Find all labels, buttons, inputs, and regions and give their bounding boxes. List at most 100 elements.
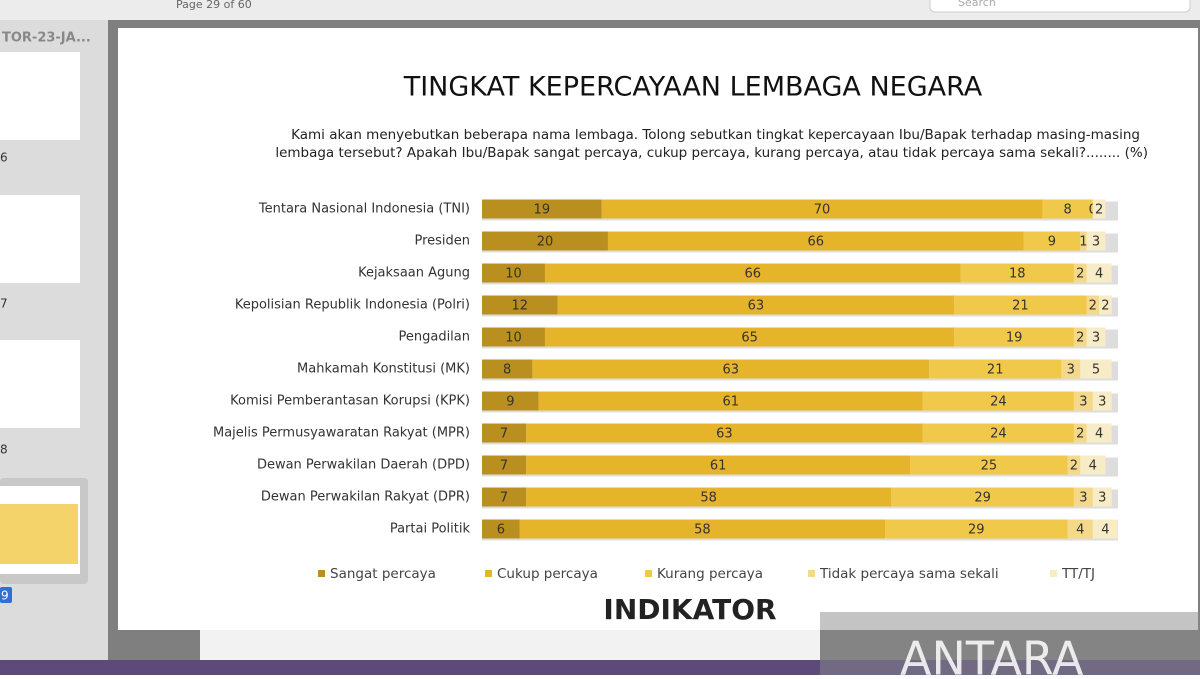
bar-segment	[1092, 199, 1106, 219]
toolbar	[0, 0, 1200, 20]
category-label: Dewan Perwakilan Daerah (DPD)	[257, 458, 470, 473]
thumbnail[interactable]	[0, 52, 80, 140]
data-label: 29	[968, 523, 985, 538]
bar-segment	[544, 327, 955, 347]
data-label: 70	[814, 203, 831, 218]
bar-segment	[482, 487, 527, 507]
category-label: Tentara Nasional Indonesia (TNI)	[258, 202, 470, 217]
legend-label: Sangat percaya	[330, 566, 436, 582]
thumbnail-number: 9	[1, 589, 9, 603]
category-label: Presiden	[414, 234, 470, 249]
data-label: 19	[1006, 331, 1023, 346]
bar-segment	[1073, 327, 1087, 347]
data-label: 12	[512, 299, 529, 314]
data-label: 7	[500, 427, 508, 442]
bar-segment	[482, 263, 545, 283]
bar-segment	[1073, 487, 1093, 507]
bar-segment	[482, 455, 527, 475]
data-label: 58	[700, 491, 717, 506]
watermark: ANTARA	[900, 632, 1084, 676]
search-placeholder: Search	[958, 0, 996, 9]
thumbnail[interactable]	[0, 340, 80, 428]
bar-segment	[922, 423, 1074, 443]
data-label: 10	[505, 267, 522, 282]
data-label: 3	[1079, 395, 1087, 410]
data-label: 8	[1063, 203, 1071, 218]
bar-segment	[954, 295, 1087, 315]
bar-segment	[519, 519, 886, 539]
data-label: 5	[1092, 363, 1100, 378]
legend-swatch	[645, 570, 652, 577]
bar-segment	[960, 263, 1074, 283]
next-page	[200, 630, 820, 662]
data-label: 4	[1089, 459, 1097, 474]
bar-segment	[954, 327, 1074, 347]
legend-swatch	[808, 570, 815, 577]
bar-segment	[482, 199, 602, 219]
bar-segment	[1067, 455, 1081, 475]
bar-segment	[482, 295, 558, 315]
category-label: Komisi Pemberantasan Korupsi (KPK)	[230, 394, 470, 409]
bar-segment	[1073, 263, 1087, 283]
search-box[interactable]	[929, 0, 1191, 13]
bar-segment	[1092, 519, 1118, 539]
data-label: 61	[722, 395, 739, 410]
thumbnail[interactable]	[0, 195, 80, 283]
bar-segment	[922, 391, 1074, 411]
legend-label: Cukup percaya	[497, 566, 598, 582]
legend-label: TT/TJ	[1061, 566, 1095, 582]
chart-subtitle: lembaga tersebut? Apakah Ibu/Bapak sanga…	[275, 145, 1148, 161]
bar-segment	[1092, 487, 1112, 507]
data-label: 63	[716, 427, 733, 442]
data-label: 8	[503, 363, 511, 378]
data-label: 3	[1067, 363, 1075, 378]
data-label: 7	[500, 491, 508, 506]
bar-segment	[482, 359, 533, 379]
category-label: Mahkamah Konstitusi (MK)	[297, 362, 470, 377]
data-label: 24	[990, 395, 1007, 410]
data-label: 3	[1079, 491, 1087, 506]
data-label: 58	[694, 523, 711, 538]
bar-segment	[1099, 295, 1112, 315]
data-label: 4	[1101, 523, 1109, 538]
bar-segment	[482, 327, 545, 347]
bar-segment	[1073, 423, 1087, 443]
data-label: 25	[981, 459, 998, 474]
bar-segment	[1080, 455, 1106, 475]
bar-segment	[1092, 391, 1112, 411]
data-label: 65	[741, 331, 758, 346]
bar-segment	[1061, 359, 1081, 379]
data-label: 2	[1095, 203, 1103, 218]
bar-segment	[544, 263, 961, 283]
legend-label: Kurang percaya	[657, 566, 763, 582]
legend-swatch	[485, 570, 492, 577]
page-indicator: Page 29 of 60	[176, 0, 252, 11]
bar-segment	[538, 391, 923, 411]
bar-segment	[557, 295, 955, 315]
bar-segment	[1042, 199, 1093, 219]
legend-swatch	[318, 570, 325, 577]
bar-segment	[526, 487, 892, 507]
data-label: 63	[748, 299, 765, 314]
data-label: 2	[1101, 299, 1109, 314]
bar-segment	[482, 391, 539, 411]
data-label: 24	[990, 427, 1007, 442]
thumbnail-number: 6	[0, 151, 8, 165]
bar-segment	[482, 423, 527, 443]
bar-segment	[1073, 391, 1093, 411]
watermark-bg	[820, 612, 1200, 675]
data-label: 63	[722, 363, 739, 378]
category-label: Partai Politik	[390, 522, 471, 537]
bar-segment	[1023, 231, 1081, 251]
data-label: 29	[974, 491, 991, 506]
data-label: 9	[506, 395, 514, 410]
data-label: 3	[1098, 395, 1106, 410]
data-label: 66	[744, 267, 761, 282]
data-label: 18	[1009, 267, 1026, 282]
category-label: Kepolisian Republik Indonesia (Polri)	[235, 298, 470, 313]
bar-segment	[1067, 519, 1093, 539]
bar-segment	[607, 231, 1024, 251]
data-label: 6	[497, 523, 505, 538]
data-label: 21	[987, 363, 1004, 378]
